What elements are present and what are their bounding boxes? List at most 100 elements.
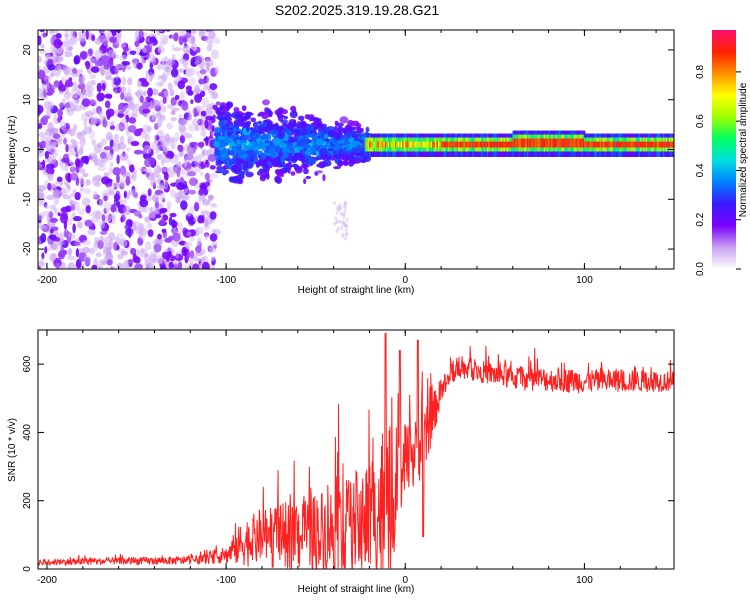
- spectrogram-cell: [143, 144, 152, 154]
- spectrogram-cell: [103, 201, 112, 211]
- spectrogram-cell: [528, 138, 531, 148]
- spectrogram-cell: [393, 141, 397, 148]
- spectrogram-cell: [208, 119, 213, 129]
- spectrogram-cell: [61, 211, 68, 221]
- spectrogram-cell: [261, 133, 268, 140]
- spectrogram-cell: [210, 30, 215, 33]
- spectrogram-cell: [561, 138, 564, 148]
- y-tick-label: 200: [22, 492, 33, 509]
- spectrogram-cell: [97, 165, 107, 172]
- spectrogram-cell: [73, 216, 82, 222]
- spectrogram-cell: [121, 75, 127, 86]
- spectrogram-cell: [660, 141, 663, 148]
- y-tick-label: 400: [22, 424, 33, 441]
- spectrogram-cell: [54, 229, 59, 236]
- spectrogram-cell: [99, 220, 106, 229]
- spectrogram-cell: [282, 168, 288, 174]
- spectrogram-cell: [158, 219, 166, 226]
- spectrogram-cell: [208, 247, 217, 254]
- spectrogram-cell: [470, 141, 474, 148]
- spectrogram-cell: [433, 141, 437, 148]
- spectrogram-cell: [217, 135, 225, 141]
- spectrogram-cell: [268, 113, 273, 118]
- spectrogram-cell: [63, 137, 68, 145]
- spectrogram-cell: [322, 174, 326, 182]
- spectrogram-cell: [113, 76, 122, 86]
- spectrogram-cell: [210, 203, 218, 208]
- spectrogram-cell: [233, 106, 240, 113]
- spectrogram-cell: [103, 246, 108, 254]
- spectrogram-cell: [82, 246, 90, 254]
- spectrogram-cell: [200, 110, 207, 117]
- spectrogram-cell: [195, 70, 200, 75]
- spectrogram-cell: [222, 137, 230, 144]
- spectrogram-cell: [198, 78, 206, 85]
- spectrogram-cell: [416, 141, 420, 148]
- spectrogram-cell: [144, 252, 149, 258]
- spectrogram-cell: [264, 169, 270, 178]
- spectrogram-cell: [304, 114, 310, 120]
- spectrogram-cell: [158, 30, 166, 34]
- spectrogram-cell: [450, 141, 454, 148]
- spectrogram-cell: [159, 192, 165, 201]
- spectrogram-cell: [170, 136, 175, 143]
- spectrogram-cell: [193, 88, 203, 93]
- spectrogram-cell: [584, 141, 587, 148]
- spectrogram-cell: [266, 161, 273, 166]
- spectrogram-cell: [565, 138, 569, 148]
- spectrogram-cell: [207, 154, 217, 162]
- spectrogram-cell: [257, 113, 261, 117]
- spectrogram-cell: [631, 141, 635, 148]
- spectrogram-cell: [49, 89, 55, 94]
- spectrogram-cell: [59, 120, 67, 131]
- spectrogram-cell: [199, 183, 207, 190]
- spectrogram-cell: [130, 140, 140, 147]
- spectrogram-cell: [652, 141, 656, 148]
- spectrogram-cell: [642, 141, 646, 148]
- spectrogram-cell: [569, 138, 573, 148]
- spectrogram-cell: [592, 141, 596, 148]
- spectrogram-cell: [377, 141, 381, 148]
- spectrogram-cell: [415, 141, 418, 148]
- spectrogram-cell: [145, 196, 153, 202]
- spectrogram-cell: [64, 163, 69, 173]
- spectrogram-cell: [107, 49, 116, 58]
- spectrogram-cell: [578, 138, 582, 148]
- spectrogram-cell: [305, 175, 312, 180]
- spectrogram-cell: [196, 257, 205, 262]
- spectrogram-cell: [129, 164, 135, 173]
- spectrogram-cell: [97, 110, 104, 117]
- spectrogram-cell: [195, 245, 202, 253]
- spectrogram-cell: [143, 90, 147, 97]
- spectrogram-cell: [255, 138, 264, 142]
- spectrogram-cell: [274, 147, 283, 153]
- snr-x-label: Height of straight line (km): [298, 584, 415, 595]
- spectrogram-cell: [65, 143, 69, 153]
- colorbar: 0.0 0.2 0.4 0.6 0.8 Normalized spectral ampl…: [695, 30, 749, 276]
- spectrogram-cell: [310, 146, 317, 152]
- spectrogram-cell: [476, 141, 480, 148]
- spectrogram-cell: [157, 74, 161, 81]
- spectrogram-cell: [209, 83, 218, 91]
- spectrogram-cell: [490, 141, 494, 148]
- spectrogram-cell: [265, 145, 270, 153]
- spectrogram-cell: [307, 144, 311, 149]
- spectrogram-cell: [365, 128, 370, 132]
- spectrogram-cell: [57, 116, 62, 123]
- spectrogram-cell: [506, 141, 510, 148]
- spectrogram-cell: [49, 204, 57, 211]
- spectrogram-cell: [108, 167, 113, 176]
- spectrogram-cell: [518, 138, 521, 148]
- spectrogram-cell: [331, 132, 341, 139]
- spectrogram-cell: [354, 131, 362, 136]
- spectrogram-cell: [162, 146, 170, 153]
- spectrogram-cell: [44, 139, 51, 150]
- spectrogram-cell: [44, 150, 50, 160]
- spectrogram-cell: [153, 99, 161, 109]
- x-tick-label: 100: [576, 275, 593, 286]
- spectrogram-cell: [174, 94, 180, 101]
- spectrogram-cell: [126, 95, 135, 104]
- spectrogram-cell: [105, 108, 115, 117]
- spectrogram-cell: [262, 99, 270, 106]
- spectrogram-cell: [259, 174, 267, 182]
